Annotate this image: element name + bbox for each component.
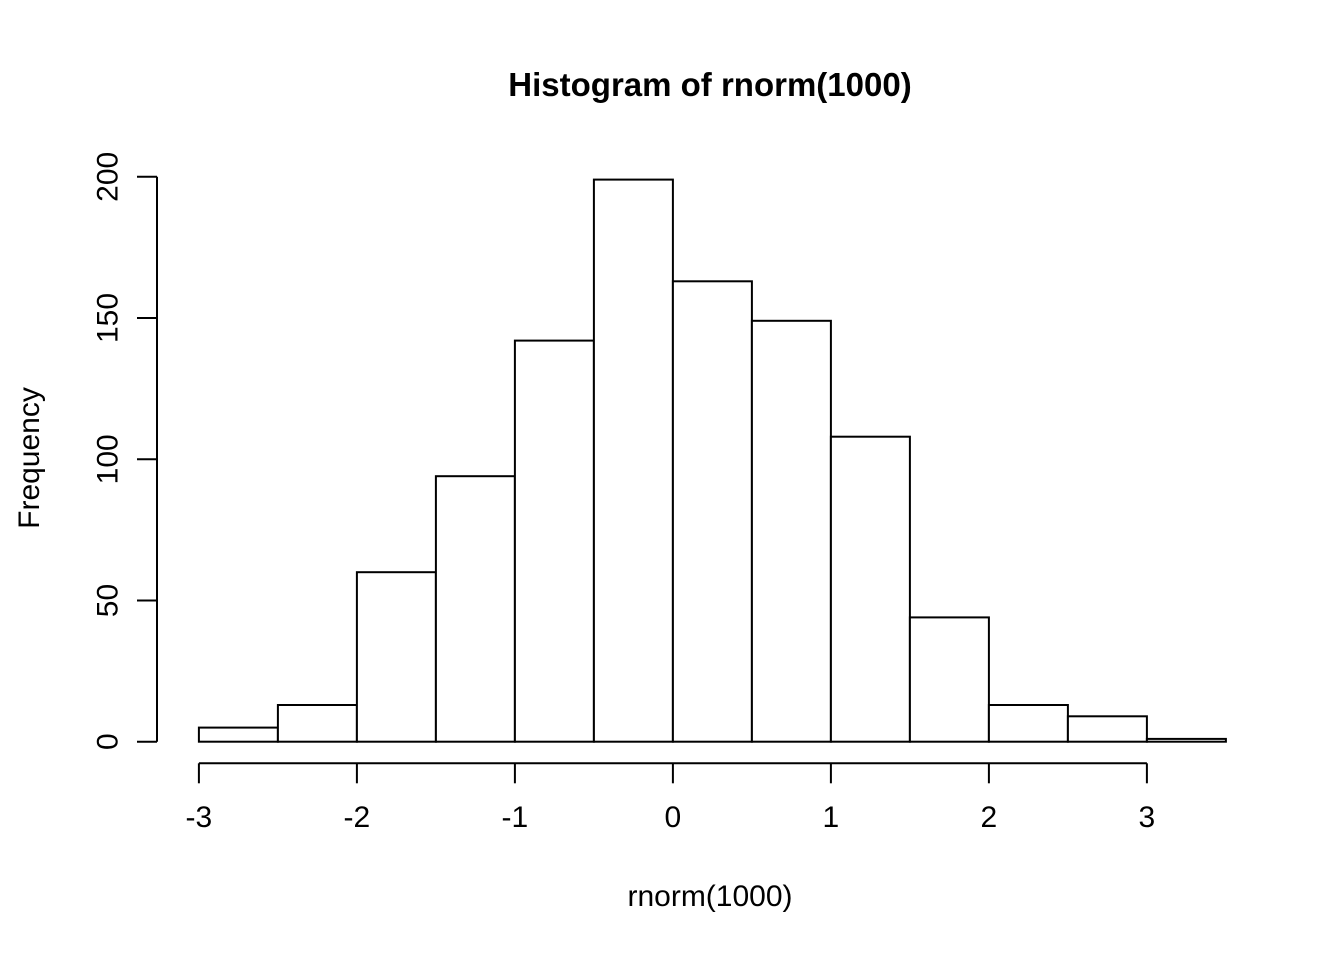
x-axis-tick-label: 2 xyxy=(981,801,998,834)
histogram-bar xyxy=(671,280,753,743)
histogram-bar xyxy=(592,178,674,743)
x-axis-tick-label: 3 xyxy=(1139,801,1156,834)
y-axis-label: Frequency xyxy=(13,387,46,529)
histogram-bar xyxy=(197,726,279,743)
histogram-bar xyxy=(513,339,595,743)
x-axis-tick-label: -2 xyxy=(344,801,371,834)
histogram-bar xyxy=(276,704,358,743)
histogram-bar xyxy=(434,475,516,743)
histogram-bar xyxy=(355,571,437,743)
x-axis-tick-label: 1 xyxy=(823,801,840,834)
chart-title: Histogram of rnorm(1000) xyxy=(508,66,912,103)
histogram-bar xyxy=(1145,737,1227,743)
histogram-bar xyxy=(750,319,832,743)
histogram-bar xyxy=(987,704,1069,743)
x-axis-label: rnorm(1000) xyxy=(627,880,793,913)
y-axis-tick-label: 150 xyxy=(92,293,125,343)
x-axis-tick-label: -3 xyxy=(186,801,213,834)
y-axis-tick-label: 0 xyxy=(92,733,125,750)
y-axis-tick-label: 200 xyxy=(92,152,125,202)
y-axis-tick-label: 100 xyxy=(92,434,125,484)
y-axis-tick-label: 50 xyxy=(92,584,125,617)
x-axis-tick-label: -1 xyxy=(502,801,529,834)
histogram-bar xyxy=(908,616,990,743)
histogram-bar xyxy=(1066,715,1148,743)
histogram-bar xyxy=(829,435,911,743)
x-axis-tick-label: 0 xyxy=(665,801,682,834)
